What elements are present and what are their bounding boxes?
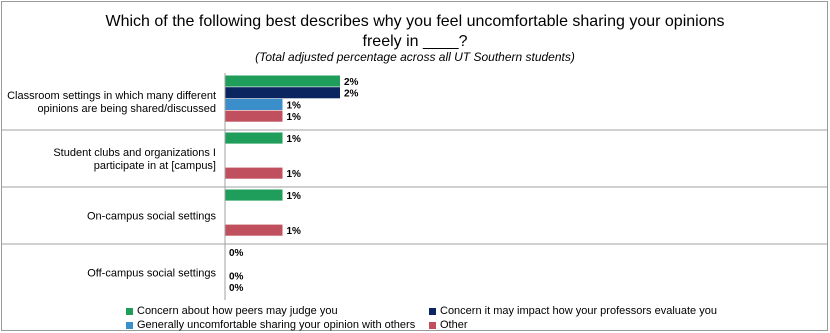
chart-title: Which of the following best describes wh… <box>60 12 770 52</box>
legend-item-professors: Concern it may impact how your professor… <box>429 305 717 317</box>
chart-title-line-2: freely in ____? <box>362 33 468 50</box>
value-label-classroom-professors: 2% <box>344 89 359 100</box>
value-label-off-campus-peers: 0% <box>229 248 244 259</box>
value-label-on-campus-other: 1% <box>287 226 302 237</box>
legend-item-peers: Concern about how peers may judge you <box>126 305 338 317</box>
legend-label-uncomfortable: Generally uncomfortable sharing your opi… <box>137 319 416 331</box>
value-label-clubs-peers: 1% <box>287 134 302 145</box>
legend-swatch-other <box>429 321 436 329</box>
chart-title-line-1: Which of the following best describes wh… <box>105 13 725 30</box>
category-label-classroom-line-1: Classroom settings in which many differe… <box>7 90 216 102</box>
bar-classroom-professors <box>225 87 340 99</box>
legend-swatch-professors <box>429 307 436 315</box>
bar-on-campus-peers <box>225 189 283 201</box>
category-label-on-campus-line-1: On-campus social settings <box>87 211 216 223</box>
legend-label-professors: Concern it may impact how your professor… <box>440 305 717 317</box>
value-label-off-campus-uncomfortable: 0% <box>229 271 244 282</box>
bar-classroom-other <box>225 110 283 122</box>
bar-chart: Classroom settings in which many differe… <box>2 73 827 300</box>
bar-classroom-peers <box>225 75 340 87</box>
category-label-classroom-line-2: opinions are being shared/discussed <box>37 103 216 115</box>
value-label-classroom-peers: 2% <box>344 77 359 88</box>
category-label-clubs-line-1: Student clubs and organizations I <box>53 147 216 159</box>
value-label-classroom-other: 1% <box>287 112 302 123</box>
legend-swatch-peers <box>126 307 133 315</box>
legend-label-peers: Concern about how peers may judge you <box>137 305 338 317</box>
legend-item-uncomfortable: Generally uncomfortable sharing your opi… <box>126 319 415 331</box>
category-label-clubs-line-2: participate in at [campus] <box>94 160 216 172</box>
value-label-classroom-uncomfortable: 1% <box>287 100 302 111</box>
legend-swatch-uncomfortable <box>126 321 133 329</box>
value-label-on-campus-peers: 1% <box>287 191 302 202</box>
bar-clubs-other <box>225 167 283 179</box>
legend-label-other: Other <box>440 319 468 331</box>
value-label-clubs-other: 1% <box>287 169 302 180</box>
bar-clubs-peers <box>225 132 283 144</box>
legend-item-other: Other <box>429 319 468 331</box>
bar-on-campus-other <box>225 224 283 236</box>
chart-subtitle: (Total adjusted percentage across all UT… <box>255 50 575 64</box>
value-label-off-campus-other: 0% <box>229 283 244 294</box>
bar-classroom-uncomfortable <box>225 98 283 110</box>
category-label-off-campus-line-1: Off-campus social settings <box>87 268 216 280</box>
